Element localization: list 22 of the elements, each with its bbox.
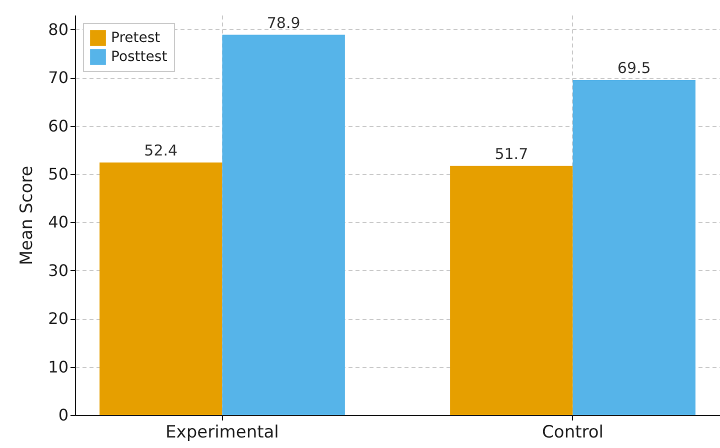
y-tick-label: 80 [48,20,68,39]
legend-label: Posttest [111,49,168,65]
y-tick-label: 10 [48,357,68,376]
y-tick-label: 70 [48,68,68,88]
y-tick-label: 20 [48,309,68,328]
y-axis-title: Mean Score [17,166,38,266]
data-label: 51.7 [494,144,528,163]
y-tick-label: 40 [48,212,68,232]
data-label: 52.4 [144,141,178,160]
x-tick-label: Experimental [166,422,279,442]
bar [222,34,345,415]
bar [572,80,696,415]
y-tick-label: 0 [58,406,68,424]
data-label: 69.5 [617,59,651,78]
y-tick-label: 50 [48,164,68,184]
x-tick-label: Control [542,422,604,442]
y-tick-label: 30 [48,260,68,280]
bar [100,162,222,415]
data-label: 78.9 [266,14,300,32]
legend-label: Pretest [111,30,161,46]
bar [450,166,573,415]
y-tick-label: 60 [48,116,68,136]
